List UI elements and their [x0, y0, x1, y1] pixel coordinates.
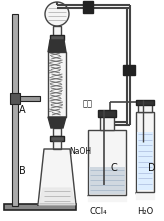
Bar	[123, 65, 135, 75]
Bar	[12, 14, 18, 206]
Bar	[53, 128, 61, 136]
Bar	[4, 204, 76, 210]
Polygon shape	[48, 117, 66, 128]
Text: C: C	[111, 163, 117, 173]
Bar	[48, 52, 66, 117]
Polygon shape	[38, 149, 76, 205]
Bar	[18, 96, 40, 101]
Polygon shape	[48, 40, 66, 52]
Bar	[50, 136, 64, 141]
Text: D: D	[148, 163, 156, 173]
Polygon shape	[39, 188, 75, 205]
Bar	[100, 112, 114, 130]
Bar	[137, 132, 153, 190]
Text: CCl₄: CCl₄	[89, 206, 107, 215]
Bar	[138, 104, 152, 112]
Text: A: A	[19, 105, 25, 115]
Bar	[53, 141, 61, 149]
Text: 铁丝: 铁丝	[83, 99, 93, 109]
Circle shape	[45, 2, 69, 26]
Bar	[10, 93, 20, 104]
Bar	[53, 26, 61, 36]
Bar	[98, 110, 116, 117]
Bar	[83, 1, 93, 13]
Bar	[88, 130, 126, 195]
Bar	[89, 167, 125, 194]
Text: NaOH: NaOH	[69, 147, 91, 156]
Text: B: B	[19, 166, 25, 176]
Bar	[50, 35, 64, 40]
Bar	[136, 100, 154, 105]
Text: H₂O: H₂O	[137, 206, 153, 215]
Bar	[136, 112, 154, 192]
